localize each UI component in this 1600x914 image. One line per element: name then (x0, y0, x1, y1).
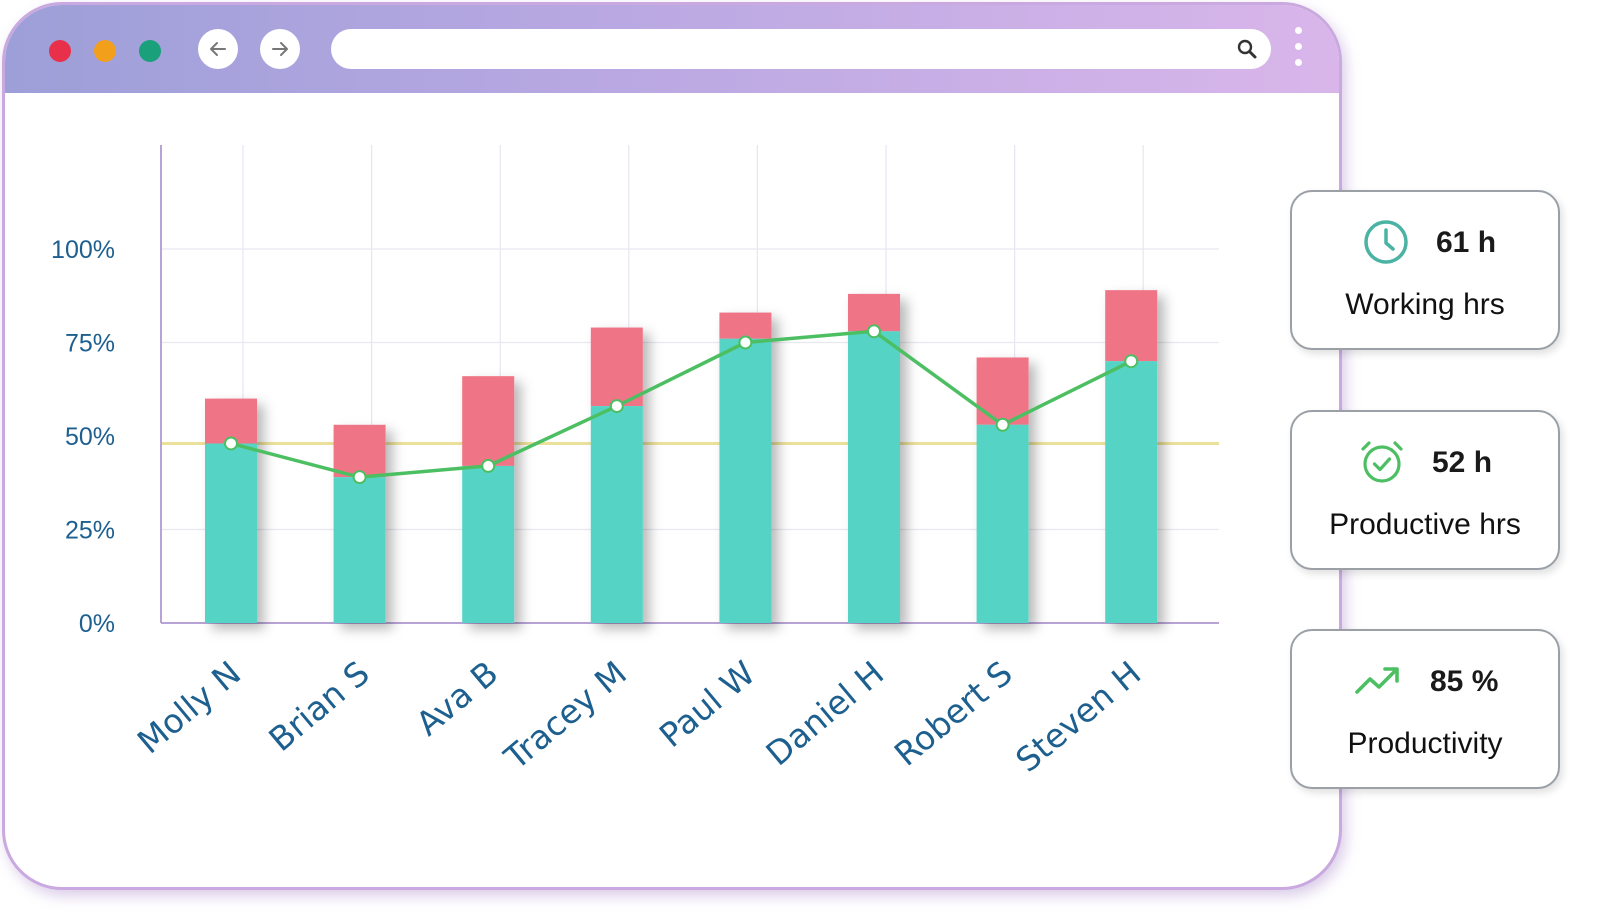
bar-segment-productive (205, 443, 257, 623)
working-hours-card: 61 h Working hrs (1290, 190, 1560, 350)
bar-segment-productive (719, 338, 772, 623)
x-tick-label: Brian S (261, 653, 376, 759)
search-icon[interactable] (1235, 37, 1259, 61)
line-point (738, 335, 753, 350)
bar-segment-productive (590, 406, 643, 623)
line-point (224, 436, 238, 451)
bar-stack (719, 312, 772, 623)
bar-stack (590, 327, 643, 623)
bar-segment-productive (462, 465, 515, 623)
y-tick-label: 50% (65, 423, 115, 451)
line-point (1124, 354, 1139, 369)
line-point (867, 324, 881, 339)
bar-segment-productive (333, 477, 386, 623)
bar-segment-unproductive (205, 398, 257, 444)
clock-icon (1364, 220, 1408, 264)
bar-stack (1105, 290, 1158, 623)
trend-up-icon (1355, 667, 1399, 694)
y-tick-label: 75% (65, 330, 115, 358)
y-tick-label: 100% (51, 236, 115, 264)
maximize-window-button[interactable] (139, 40, 161, 62)
x-tick-label: Tracey M (496, 653, 634, 777)
x-tick-label: Daniel H (758, 653, 891, 773)
x-tick-label: Steven H (1008, 653, 1148, 779)
productivity-label: Productivity (1347, 727, 1503, 760)
close-window-button[interactable] (49, 40, 71, 62)
productivity-value: 85 % (1430, 665, 1499, 698)
line-point (609, 399, 624, 414)
browser-toolbar (5, 5, 1339, 93)
line-point (995, 417, 1010, 432)
x-tick-label: Molly N (130, 653, 248, 761)
working-hours-label: Working hrs (1345, 288, 1505, 321)
bar-stack (205, 398, 257, 623)
browser-window: 0% 25% 50% 75% 100% Molly N Brian S Ava B Tracey… (2, 2, 1342, 890)
more-menu-button[interactable] (1293, 27, 1303, 73)
bar-segment-productive (1105, 361, 1158, 623)
address-bar[interactable] (331, 29, 1271, 69)
productivity-line (230, 329, 1132, 479)
forward-button[interactable] (260, 29, 300, 69)
productive-hours-label: Productive hrs (1329, 508, 1521, 541)
productivity-chart: 0% 25% 50% 75% 100% Molly N Brian S Ava BTracey… (51, 145, 1219, 780)
working-hours-value: 61 h (1436, 226, 1497, 259)
productive-hours-value: 52 h (1432, 446, 1493, 479)
alarm-check-icon (1361, 441, 1403, 483)
bar-segment-unproductive (333, 424, 386, 478)
productivity-card: 85 % Productivity (1290, 629, 1560, 789)
minimize-window-button[interactable] (94, 40, 116, 62)
bar-segment-productive (848, 331, 900, 623)
bar-stack (462, 376, 515, 623)
bar-stack (333, 424, 386, 623)
arrow-right-icon (272, 42, 288, 56)
bar-segment-unproductive (1105, 290, 1158, 362)
y-tick-label: 0% (79, 610, 115, 638)
bar-stack (848, 293, 900, 623)
back-button[interactable] (198, 29, 238, 69)
x-tick-label: Ava B (409, 653, 506, 743)
bar-stack (976, 357, 1029, 623)
line-point (481, 458, 496, 473)
bar-segment-productive (976, 424, 1029, 623)
line-point (352, 470, 367, 485)
x-tick-label: Paul W (652, 653, 763, 755)
arrow-left-icon (210, 42, 226, 56)
y-tick-label: 25% (65, 517, 115, 545)
bar-segment-unproductive (719, 312, 772, 339)
bar-segment-unproductive (462, 376, 515, 466)
bar-segment-unproductive (590, 327, 643, 407)
productive-hours-card: 52 h Productive hrs (1290, 410, 1560, 570)
x-tick-label: Robert S (887, 653, 1020, 773)
